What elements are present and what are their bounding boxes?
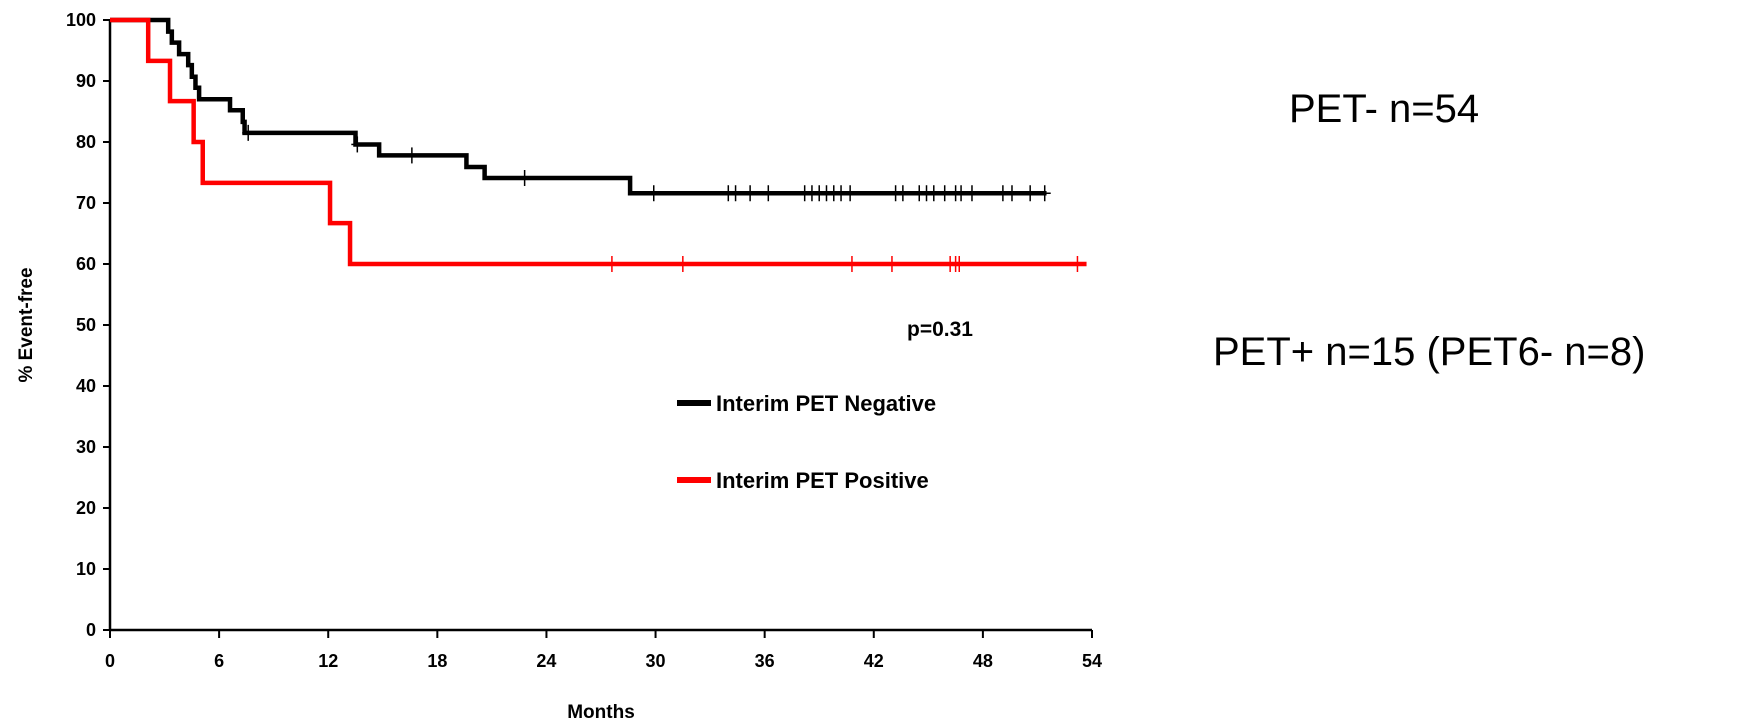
legend: Interim PET Negative Interim PET Positiv…	[677, 391, 936, 493]
survival-curve-positive	[110, 17, 1087, 267]
y-tick-label: 30	[76, 437, 96, 457]
legend-label-positive: Interim PET Positive	[716, 468, 929, 493]
y-tick-label: 100	[66, 10, 96, 30]
survival-curve-negative	[110, 17, 1047, 196]
x-tick-label: 30	[646, 651, 666, 671]
p-value-annotation: p=0.31	[907, 318, 973, 341]
x-tick-label: 48	[973, 651, 993, 671]
y-ticks: 0 10 20 30 40 50 60 70 80 90 100	[66, 10, 110, 640]
x-tick-label: 24	[536, 651, 556, 671]
pet-positive-count: PET+ n=15 (PET6- n=8)	[1213, 330, 1646, 374]
x-tick-label: 42	[864, 651, 884, 671]
x-ticks: 0 6 12 18 24 30 36 42 48 54	[105, 630, 1102, 671]
y-tick-label: 50	[76, 315, 96, 335]
x-tick-label: 12	[318, 651, 338, 671]
x-tick-label: 54	[1082, 651, 1102, 671]
series-layer	[110, 17, 1087, 272]
x-tick-label: 18	[427, 651, 447, 671]
legend-label-negative: Interim PET Negative	[716, 391, 936, 416]
x-axis-title: Months	[567, 702, 635, 723]
y-tick-label: 70	[76, 193, 96, 213]
pet-negative-count: PET- n=54	[1289, 87, 1480, 131]
y-tick-label: 60	[76, 254, 96, 274]
x-tick-label: 0	[105, 651, 115, 671]
y-tick-label: 40	[76, 376, 96, 396]
y-tick-label: 20	[76, 498, 96, 518]
y-axis-title: % Event-free	[16, 267, 37, 382]
y-tick-label: 0	[86, 620, 96, 640]
y-tick-label: 80	[76, 132, 96, 152]
y-tick-label: 10	[76, 559, 96, 579]
y-tick-label: 90	[76, 71, 96, 91]
x-tick-label: 6	[214, 651, 224, 671]
x-tick-label: 36	[755, 651, 775, 671]
